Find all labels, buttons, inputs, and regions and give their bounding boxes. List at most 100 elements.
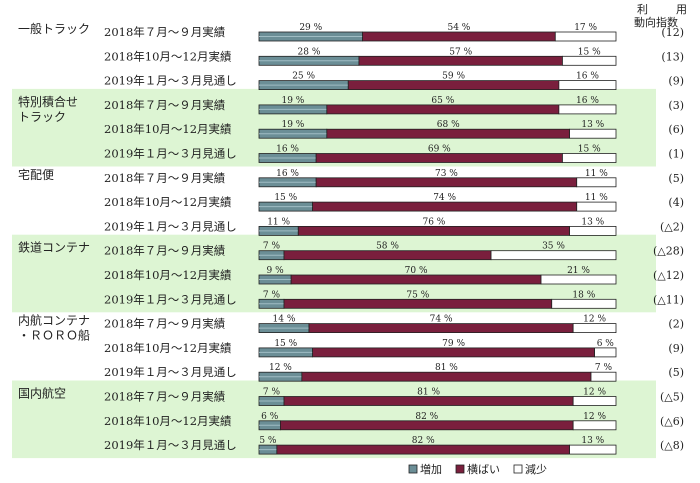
value-label: 7 % [263, 242, 281, 252]
value-label: 11 % [585, 169, 608, 179]
index-value: (1) [668, 148, 684, 161]
decrease-segment [569, 225, 617, 236]
index-value: (△28) [653, 245, 684, 258]
period-label: 2018年７月～９月実績 [104, 25, 226, 39]
value-label: 12 % [583, 388, 606, 398]
value-label: 13 % [581, 217, 604, 227]
index-value: (12) [661, 26, 684, 39]
value-label: 13 % [581, 120, 604, 130]
period-label: 2018年10月～12月実績 [104, 268, 232, 282]
legend-swatch [513, 464, 523, 474]
flat-segment [362, 31, 556, 42]
group-label: 国内航空 [18, 386, 66, 401]
index-value: (6) [668, 123, 684, 136]
legend-swatch [455, 464, 465, 474]
value-label: 68 % [437, 120, 460, 130]
index-value: (5) [668, 366, 684, 379]
value-label: 82 % [415, 412, 438, 422]
value-label: 17 % [574, 23, 597, 33]
flat-segment [315, 177, 578, 188]
flat-segment [326, 128, 570, 139]
flat-segment [297, 225, 570, 236]
period-label: 2018年10月～12月実績 [104, 195, 232, 209]
value-label: 15 % [578, 145, 601, 155]
value-label: 81 % [435, 363, 458, 373]
period-label: 2019年１月～３月見通し [104, 292, 237, 306]
value-label: 7 % [263, 290, 281, 300]
period-label: 2018年10月～12月実績 [104, 414, 232, 428]
value-label: 15 % [274, 339, 297, 349]
flat-segment [283, 396, 574, 406]
flat-segment [290, 274, 542, 285]
period-label: 2018年７月～９月実績 [104, 98, 226, 112]
legend-label: 増加 [420, 463, 442, 476]
flat-segment [280, 420, 574, 431]
index-value: (△2) [660, 220, 684, 233]
flat-segment [358, 55, 563, 66]
period-label: 2018年７月～９月実績 [104, 171, 226, 185]
period-label: 2019年１月～３月見通し [104, 438, 237, 452]
value-label: 18 % [572, 290, 595, 300]
flat-segment [283, 298, 553, 309]
flat-segment [312, 347, 595, 358]
group-label: 一般トラック [18, 21, 90, 36]
group-label: 宅配便 [18, 167, 54, 182]
flat-segment [315, 153, 563, 163]
period-label: 2019年１月～３月見通し [104, 147, 237, 161]
value-label: 74 % [430, 315, 453, 325]
value-label: 19 % [281, 96, 304, 106]
value-label: 14 % [273, 315, 296, 325]
value-label: 16 % [576, 72, 599, 82]
value-label: 15 % [578, 47, 601, 57]
value-label: 73 % [435, 169, 458, 179]
index-value: (△5) [660, 391, 684, 404]
group-label: 鉄道コンテナ [18, 240, 90, 255]
decrease-segment [554, 31, 617, 42]
decrease-segment [562, 55, 617, 66]
group-label: トラック [18, 110, 66, 124]
index-value: (4) [668, 196, 684, 209]
index-value: (△11) [653, 293, 684, 306]
index-value: (2) [668, 318, 684, 331]
index-value: (△8) [660, 439, 684, 452]
index-value: (9) [668, 75, 684, 88]
index-value: (3) [668, 99, 684, 112]
decrease-segment [576, 177, 617, 188]
value-label: 35 % [542, 242, 565, 252]
index-value: (△6) [660, 415, 684, 428]
header-text: 利 [637, 3, 648, 16]
period-label: 2018年７月～９月実績 [104, 317, 226, 331]
value-label: 12 % [269, 363, 292, 373]
value-label: 74 % [433, 193, 456, 203]
index-value: (13) [661, 50, 684, 63]
flat-segment [308, 323, 574, 334]
value-label: 28 % [298, 47, 321, 57]
flat-segment [347, 80, 560, 90]
value-label: 15 % [274, 193, 297, 203]
value-label: 21 % [567, 266, 590, 276]
value-label: 65 % [431, 96, 454, 106]
legend-swatch [408, 464, 418, 474]
value-label: 58 % [376, 242, 399, 252]
value-label: 70 % [405, 266, 428, 276]
value-label: 6 % [597, 339, 615, 349]
period-label: 2019年１月～３月見通し [104, 74, 237, 88]
flat-segment [301, 371, 592, 382]
index-value: (5) [668, 172, 684, 185]
decrease-segment [572, 420, 617, 431]
value-label: 79 % [442, 339, 465, 349]
group-label: 特別積合せ [18, 94, 78, 109]
value-label: 69 % [428, 145, 451, 155]
value-label: 82 % [412, 436, 435, 446]
decrease-segment [558, 80, 617, 90]
legend-label: 減少 [525, 462, 547, 476]
period-label: 2019年１月～３月見通し [104, 219, 237, 233]
value-label: 11 % [585, 193, 608, 203]
value-label: 81 % [417, 388, 440, 398]
value-label: 7 % [595, 363, 613, 373]
period-label: 2019年１月～３月見通し [104, 365, 237, 379]
decrease-segment [576, 201, 617, 212]
decrease-segment [558, 104, 617, 115]
value-label: 76 % [422, 217, 445, 227]
value-label: 11 % [267, 217, 290, 227]
